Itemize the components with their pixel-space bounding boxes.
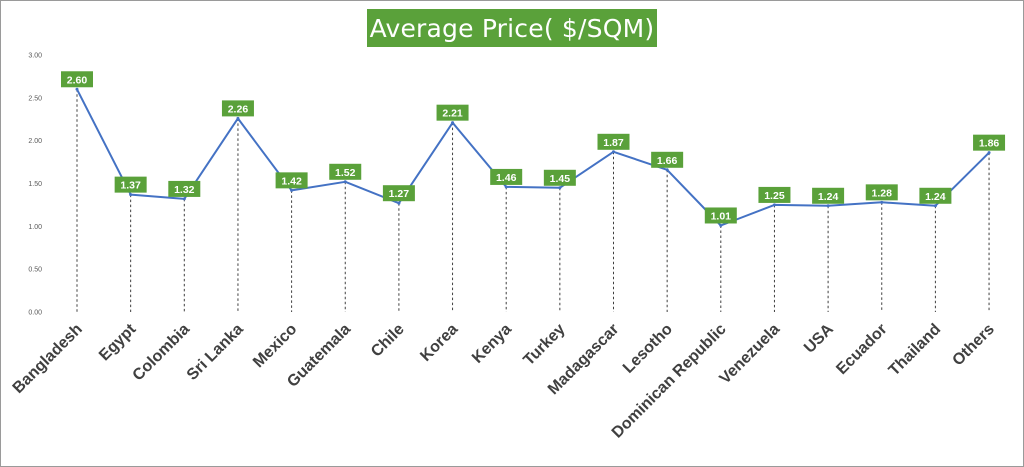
y-tick-label: 0.00 [28, 310, 42, 317]
data-point [290, 188, 294, 192]
data-label: 1.86 [979, 138, 1000, 150]
data-label: 1.32 [174, 184, 195, 196]
data-point [772, 203, 776, 207]
data-point [880, 200, 884, 204]
x-category-label: Ecuador [833, 321, 890, 378]
data-point [665, 168, 669, 172]
data-label-box [758, 186, 791, 203]
data-label-box [221, 100, 254, 117]
data-label: 1.24 [925, 191, 946, 203]
x-category-label: Mexico [250, 321, 301, 372]
chart-title: Average Price( $/SQM) [367, 9, 657, 47]
data-label-box [329, 163, 362, 180]
y-tick-label: 1.50 [28, 181, 42, 188]
data-label-box [812, 187, 845, 204]
x-category-label: Sri Lanka [184, 321, 247, 384]
data-point [236, 116, 240, 120]
data-label: 1.42 [281, 175, 302, 187]
x-category-label: Thailand [886, 321, 945, 380]
data-label-box [61, 71, 93, 88]
data-point [397, 201, 401, 205]
x-category-label: Lesotho [620, 321, 676, 377]
data-label: 1.37 [120, 180, 141, 192]
data-label: 1.45 [550, 173, 571, 185]
data-label: 1.66 [657, 155, 678, 167]
x-category-label: Bangladesh [10, 321, 86, 397]
data-label: 2.60 [67, 74, 88, 86]
data-label: 1.25 [764, 190, 785, 202]
data-label-box [865, 184, 898, 201]
data-label: 1.46 [496, 172, 517, 184]
data-label-box [382, 185, 415, 202]
y-tick-label: 0.50 [28, 267, 42, 274]
y-tick-label: 2.00 [28, 138, 42, 145]
data-label: 2.26 [228, 103, 249, 115]
data-label-box [275, 172, 308, 189]
y-tick-label: 1.00 [28, 224, 42, 231]
data-label-box [490, 168, 523, 185]
data-point [987, 151, 991, 155]
x-category-label: Chile [368, 321, 408, 361]
data-point [504, 185, 508, 189]
data-label: 2.21 [442, 108, 463, 120]
x-category-label: Egypt [96, 320, 140, 364]
data-label: 1.01 [711, 210, 732, 222]
data-point [75, 87, 79, 91]
data-point [451, 121, 455, 125]
data-label: 1.28 [872, 187, 893, 199]
x-category-label: Korea [417, 321, 461, 365]
data-label: 1.24 [818, 191, 839, 203]
x-category-label: Others [949, 321, 998, 370]
data-label-box [651, 151, 684, 168]
data-label-box [114, 176, 147, 193]
data-point [182, 197, 186, 201]
data-label-box [973, 134, 1006, 151]
y-tick-label: 2.50 [28, 95, 42, 102]
data-label-box [704, 207, 737, 224]
data-point [612, 150, 615, 154]
data-point [343, 180, 347, 184]
data-label-box [919, 187, 952, 204]
data-label-box [436, 104, 469, 121]
data-point [129, 193, 133, 197]
data-label-box [543, 169, 576, 186]
data-label-box [168, 180, 201, 197]
data-point [933, 204, 937, 208]
data-label-box [597, 133, 630, 150]
data-label: 1.52 [335, 167, 356, 179]
data-label: 1.87 [603, 137, 624, 149]
data-point [826, 204, 830, 208]
x-category-label: Turkey [520, 321, 568, 369]
data-label: 1.27 [389, 188, 410, 200]
y-tick-label: 3.00 [28, 53, 42, 60]
data-point [558, 186, 562, 190]
x-category-label: Colombia [130, 321, 194, 385]
x-category-label: USA [801, 320, 837, 356]
x-category-label: Kenya [469, 321, 515, 367]
data-point [719, 223, 723, 227]
series-line [76, 88, 990, 227]
